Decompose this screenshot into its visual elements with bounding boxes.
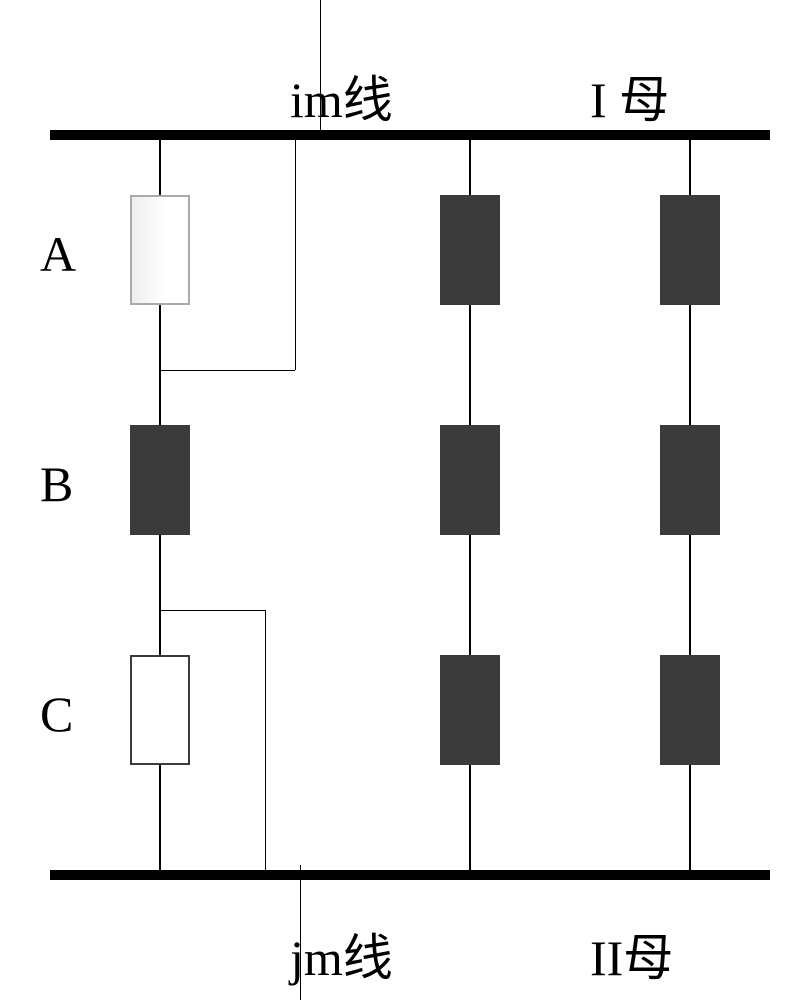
label-im-line: im线 xyxy=(290,60,393,132)
diagram-container: im线 I 母 jm线 II母 A B C xyxy=(0,0,804,1000)
switch-left-c xyxy=(130,655,190,765)
label-bus-top: I 母 xyxy=(590,60,669,132)
bus-bottom xyxy=(50,870,770,880)
switch-mid-c xyxy=(440,655,500,765)
label-bus-bottom: II母 xyxy=(590,918,673,990)
label-jm-line: jm线 xyxy=(290,918,393,990)
label-row-c: C xyxy=(40,685,73,743)
label-row-a: A xyxy=(40,225,76,283)
tap-a-horizontal xyxy=(160,370,295,371)
tap-c-vertical xyxy=(265,610,266,870)
label-row-b: B xyxy=(40,455,73,513)
switch-left-b xyxy=(130,425,190,535)
switch-right-c xyxy=(660,655,720,765)
switch-mid-b xyxy=(440,425,500,535)
switch-left-a xyxy=(130,195,190,305)
tap-a-vertical xyxy=(295,140,296,370)
switch-right-b xyxy=(660,425,720,535)
switch-right-a xyxy=(660,195,720,305)
tap-c-horizontal xyxy=(160,610,265,611)
switch-mid-a xyxy=(440,195,500,305)
